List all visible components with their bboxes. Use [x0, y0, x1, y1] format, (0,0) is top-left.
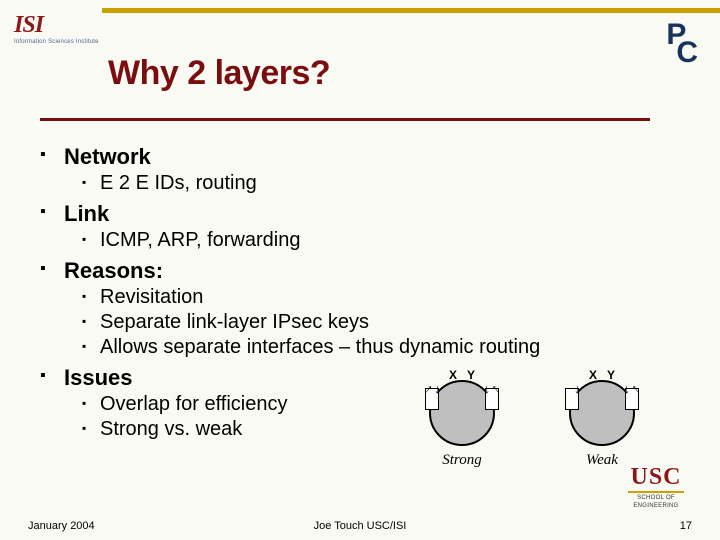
- interface-box: ↓: [565, 388, 579, 410]
- footer-page: 17: [680, 520, 692, 532]
- arrow-down-icon: ↓: [574, 382, 581, 395]
- pc-logo: P C: [666, 26, 698, 62]
- footer: January 2004 Joe Touch USC/ISI 17: [28, 520, 692, 532]
- bullet-label: Link: [64, 201, 109, 226]
- isi-subtitle: Information Sciences Institute: [14, 39, 100, 45]
- host-circle: X Y ↓ ↑ ↓ ↑: [429, 380, 495, 446]
- bullet-link: Link: [40, 201, 690, 227]
- footer-author: Joe Touch USC/ISI: [314, 520, 407, 532]
- usc-logo: USC SCHOOL OF ENGINEERING: [616, 464, 696, 510]
- slide-title: Why 2 layers?: [108, 54, 330, 93]
- bullet-label: Reasons:: [64, 258, 163, 283]
- diagram-caption: Strong: [406, 452, 518, 469]
- usc-sub1: SCHOOL OF: [616, 495, 696, 502]
- arrow-up-icon: ↑: [629, 381, 642, 395]
- gold-bar: [102, 8, 720, 13]
- bullet-label: Issues: [64, 365, 133, 390]
- usc-main: USC: [628, 464, 683, 493]
- title-rule: [40, 118, 650, 121]
- subbullet: Revisitation: [40, 286, 690, 309]
- bullet-label: Network: [64, 144, 151, 169]
- subbullet: ICMP, ARP, forwarding: [40, 229, 690, 252]
- label-x: X: [589, 368, 597, 382]
- interface-box: ↓ ↑: [625, 388, 639, 410]
- usc-sub2: ENGINEERING: [616, 503, 696, 510]
- interface-box: ↓ ↑: [485, 388, 499, 410]
- diagram-strong: X Y ↓ ↑ ↓ ↑ Strong: [406, 380, 518, 469]
- subbullet: Separate link-layer IPsec keys: [40, 311, 690, 334]
- isi-logo: ISI Information Sciences Institute: [14, 12, 100, 45]
- diagram-row: X Y ↓ ↑ ↓ ↑ Strong X Y ↓ ↓ ↑ Weak: [406, 380, 658, 469]
- label-y: Y: [607, 368, 615, 382]
- footer-date: January 2004: [28, 520, 95, 532]
- interface-box: ↓ ↑: [425, 388, 439, 410]
- diagram-weak: X Y ↓ ↓ ↑ Weak: [546, 380, 658, 469]
- bullet-reasons: Reasons:: [40, 258, 690, 284]
- pc-c: C: [676, 44, 698, 62]
- subbullet: E 2 E IDs, routing: [40, 172, 690, 195]
- subbullet: Allows separate interfaces – thus dynami…: [40, 336, 690, 359]
- bullet-network: Network: [40, 144, 690, 170]
- host-circle: X Y ↓ ↓ ↑: [569, 380, 635, 446]
- label-y: Y: [467, 368, 475, 382]
- arrow-up-icon: ↑: [489, 381, 502, 395]
- label-x: X: [449, 368, 457, 382]
- header: ISI Information Sciences Institute P C: [0, 0, 720, 52]
- isi-mark: ISI: [14, 12, 100, 39]
